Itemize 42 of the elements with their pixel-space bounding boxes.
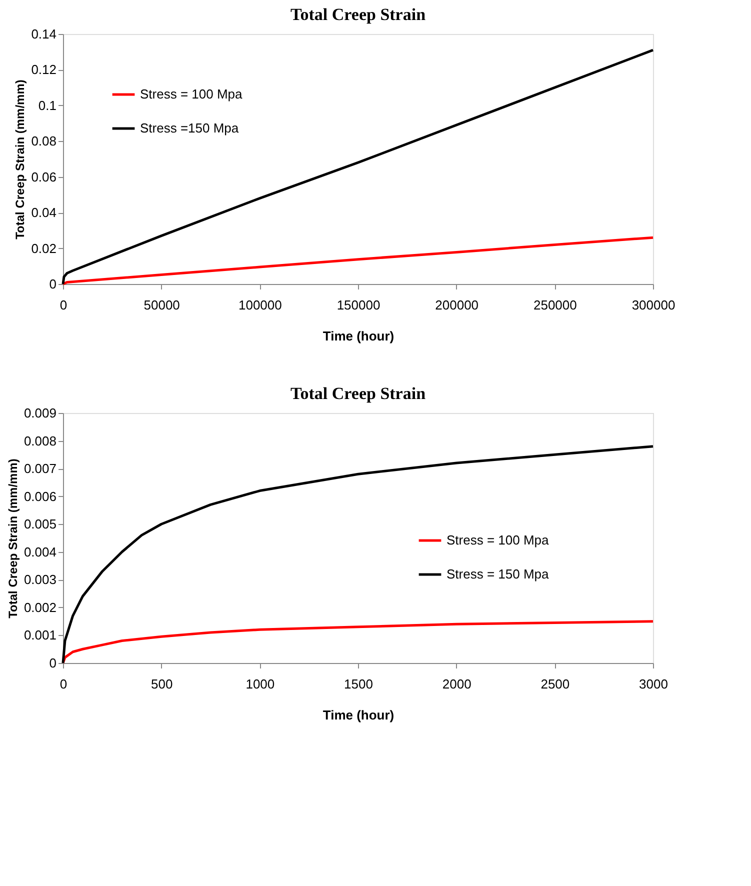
chart-title: Total Creep Strain — [290, 384, 426, 403]
y-tick-label: 0.14 — [31, 26, 56, 42]
y-tick-label: 0.001 — [24, 628, 56, 643]
y-tick-label: 0.06 — [31, 169, 56, 184]
y-tick-label: 0 — [49, 656, 56, 670]
y-tick-label: 0.002 — [24, 600, 56, 615]
legend-label: Stress = 100 Mpa — [140, 86, 244, 102]
x-tick-label: 1000 — [246, 676, 275, 692]
legend-label: Stress = 100 Mpa — [446, 532, 550, 548]
y-tick-label: 0.08 — [31, 134, 56, 149]
y-tick-label: 0.04 — [31, 205, 56, 220]
x-tick-label: 300000 — [632, 298, 676, 312]
legend-label: Stress = 150 Mpa — [446, 566, 550, 582]
y-tick-label: 0.02 — [31, 240, 56, 256]
y-axis-title: Total Creep Strain (mm/mm) — [13, 80, 28, 240]
legend-label: Stress =150 Mpa — [140, 120, 240, 136]
x-tick-label: 150000 — [336, 298, 380, 312]
y-tick-label: 0 — [49, 276, 56, 292]
y-tick-label: 0.1 — [38, 98, 56, 113]
y-tick-label: 0.12 — [31, 62, 56, 78]
x-tick-label: 0 — [60, 676, 68, 692]
y-tick-label: 0.009 — [24, 406, 56, 420]
x-tick-label: 0 — [60, 298, 68, 312]
y-tick-label: 0.007 — [24, 461, 56, 476]
x-tick-label: 2000 — [442, 676, 472, 692]
x-tick-label: 50000 — [144, 298, 180, 312]
y-tick-label: 0.005 — [24, 516, 56, 532]
chart-title: Total Creep Strain — [290, 5, 426, 24]
x-tick-label: 250000 — [533, 298, 577, 312]
x-tick-label: 100000 — [238, 298, 282, 312]
y-axis-title: Total Creep Strain (mm/mm) — [6, 458, 20, 618]
y-tick-label: 0.003 — [24, 572, 56, 588]
y-tick-label: 0.006 — [24, 488, 56, 504]
x-axis-title: Time (hour) — [322, 328, 394, 344]
y-tick-label: 0.004 — [24, 544, 56, 560]
x-tick-label: 1500 — [344, 676, 373, 692]
y-tick-label: 0.008 — [24, 433, 56, 448]
x-tick-label: 500 — [150, 676, 173, 692]
x-tick-label: 2500 — [540, 676, 570, 692]
x-tick-label: 3000 — [639, 676, 668, 692]
x-tick-label: 200000 — [435, 298, 479, 312]
x-axis-title: Time (hour) — [322, 708, 394, 722]
